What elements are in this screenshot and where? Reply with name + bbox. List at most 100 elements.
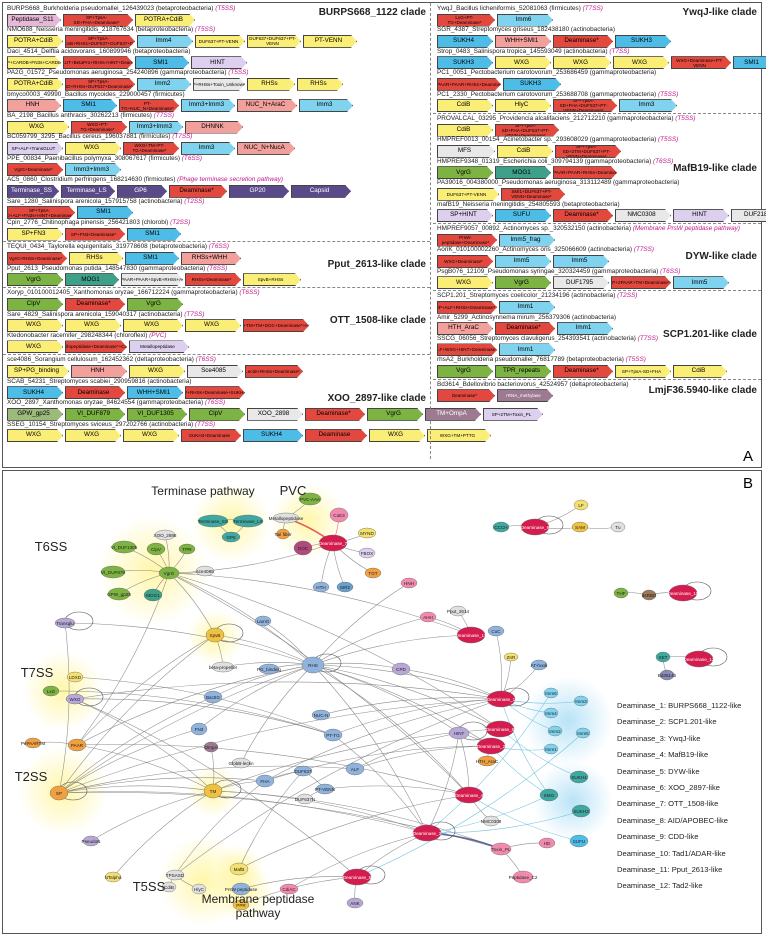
network-node: Imm1 bbox=[543, 743, 559, 755]
node-shape bbox=[456, 626, 486, 644]
network-edge bbox=[168, 542, 334, 574]
network-node: Deaminase_10 bbox=[668, 584, 699, 602]
node-shape bbox=[111, 540, 137, 554]
node-label: THF bbox=[617, 591, 626, 596]
entry-label: Cpin_2776_Chitinophaga pinensis_25642180… bbox=[7, 219, 190, 227]
gene-arrow: WXG bbox=[123, 319, 183, 332]
network-edge bbox=[354, 732, 460, 770]
pathway-label: T6SS bbox=[35, 539, 68, 554]
domain-arrows: POTRA+CdiBSP+TpsA-SD+ALF+SpvB+RHSs+DUF63… bbox=[7, 35, 426, 48]
panel-b-letter: B bbox=[742, 475, 753, 492]
network-node: CPD bbox=[391, 662, 411, 676]
network-graph: Terminase_SS Terminase_LS GP6 PVC-AAA Metall… bbox=[15, 483, 728, 926]
gene-arrow: SMI1 bbox=[127, 228, 181, 241]
entry-label: Xoryp_010100012405_Xanthomonas oryzae_16… bbox=[7, 289, 260, 297]
entry-label: AC5_0860_Clostridium perfringens_1682146… bbox=[7, 176, 283, 184]
secretion-tag: (T7SS) bbox=[170, 133, 193, 141]
node-label: beta-propeller bbox=[209, 665, 238, 670]
secretion-tag: (T7SS) bbox=[151, 112, 174, 119]
node-label: LDXD bbox=[69, 675, 82, 680]
gene-entry: BC059799_3295_Bacillus cereus_196037881 … bbox=[7, 133, 426, 155]
network-node: SET bbox=[655, 651, 671, 663]
network-node: THF bbox=[613, 587, 629, 599]
gene-arrow: SP+FN3+Deaminase* bbox=[65, 228, 125, 241]
gene-arrow: SP+FN3 bbox=[7, 228, 63, 241]
node-label: Deaminase_6 bbox=[486, 727, 515, 732]
node-label: CdiB bbox=[164, 885, 174, 890]
network-node: LF bbox=[573, 499, 589, 511]
entry-label: PPE_00834_Paenibacillus polymyxa_3080676… bbox=[7, 155, 202, 163]
node-label: Terminase_LS bbox=[233, 519, 262, 524]
legend-item: Deaminase_2: SCP1.201-like bbox=[617, 717, 717, 727]
gene-arrow: VgrG bbox=[7, 273, 63, 286]
network-node: Deaminase_5 bbox=[342, 868, 372, 886]
entry-label: BURPS668_Burkholderia pseudomallei_12643… bbox=[7, 5, 235, 13]
gene-entry: TEQUI_0434_Taylorella equigenitalis_3197… bbox=[7, 243, 426, 265]
node-shape bbox=[419, 611, 437, 623]
node-label: FN3 bbox=[195, 727, 204, 732]
network-node: PPR bbox=[232, 899, 250, 911]
gene-entry: PA39016_004380000_Pseudomonas aeruginosa… bbox=[437, 179, 757, 201]
node-label: HlyC bbox=[194, 887, 205, 892]
gene-entry: Cpin_2776_Chitinophaga pinensis_25642180… bbox=[7, 219, 426, 241]
node-shape bbox=[346, 897, 364, 909]
gene-arrow: SUKH4 bbox=[243, 429, 303, 442]
entry-name: AC5_0860_Clostridium perfringens_1682146… bbox=[7, 176, 176, 184]
gene-entry: Ktedonobacter racemifer_298248344 (chlor… bbox=[7, 332, 426, 354]
gene-arrow: SP+TpsA-SD+FHA bbox=[615, 365, 671, 378]
node-label: DOC bbox=[298, 546, 309, 551]
gene-arrow: GP20 bbox=[229, 185, 289, 198]
network-edge bbox=[76, 664, 314, 746]
entry-name: XOO_2897_Xanthomonas oryzae_84624554 (ga… bbox=[7, 399, 204, 407]
gene-arrow: WXG bbox=[65, 429, 121, 442]
domain-arrows: SP+ALF+TransGLUT WXG WXG+TM+PT-TG+Deaminas… bbox=[7, 142, 426, 155]
entry-label: XOO_2897_Xanthomonas oryzae_84624554 (ga… bbox=[7, 399, 225, 407]
node-label: NTalpha bbox=[105, 875, 122, 880]
entry-label: SCAB_54231_Streptomyces scabiei_29095981… bbox=[7, 378, 191, 386]
clade-section: TEQUI_0434_Taylorella equigenitalis_3197… bbox=[3, 243, 430, 286]
node-shape bbox=[298, 492, 322, 506]
network-node: ANK bbox=[346, 897, 364, 909]
node-label: PT-VENN bbox=[315, 787, 335, 792]
network-node: sce4085 bbox=[195, 565, 215, 577]
domain-arrows: SP+FN3 SP+FN3+Deaminase* SMI1 bbox=[7, 228, 426, 241]
clade-separator bbox=[3, 287, 430, 289]
entry-name: rhsA2_Burkholderia pseudomallei_76817789… bbox=[437, 356, 624, 364]
node-label: Imm5 bbox=[577, 731, 589, 736]
gene-entry: Sare_4829_Salinispora arenicola_15904031… bbox=[7, 311, 426, 333]
node-label: MYND bbox=[360, 531, 374, 536]
domain-arrows: WXG+Deaminase* Imm5 Imm5 bbox=[437, 255, 757, 268]
node-label: SP bbox=[56, 791, 62, 796]
gene-arrow: WXG bbox=[7, 319, 63, 332]
network-node: HNH bbox=[400, 577, 418, 589]
gene-arrow: XOO_2898 bbox=[247, 408, 303, 421]
gene-arrow: WXG bbox=[495, 56, 551, 69]
network-edge bbox=[58, 785, 214, 794]
node-shape bbox=[538, 837, 556, 849]
gene-arrow: CdiB bbox=[437, 99, 493, 112]
gene-arrow: SP+TpsA-SD+FHA+DUF637+PT-VENN+Deaminase* bbox=[553, 99, 617, 112]
secretion-tag: (T6SS) bbox=[193, 356, 216, 364]
domain-arrows: SP+PG_binding HNH WXG Sce4085 Lectin+RHSs+De… bbox=[7, 365, 426, 378]
clade-label: Pput_2613-like clade bbox=[327, 258, 426, 270]
gene-arrow: Deaminase* bbox=[553, 35, 613, 48]
gene-arrow: VgrG+RHSs+Deaminase* bbox=[7, 252, 67, 265]
network-node: AHH bbox=[419, 611, 437, 623]
node-shape bbox=[400, 577, 418, 589]
gene-arrow: CdiB bbox=[437, 124, 493, 137]
gene-entry: bmyco0003_49990_Bacillus mycoides_229000… bbox=[7, 91, 426, 113]
pathway-label: pathway bbox=[236, 906, 281, 920]
network-node: Deaminase_2 bbox=[476, 737, 506, 755]
node-shape bbox=[100, 565, 126, 579]
gene-arrow: POTRA+CdiB bbox=[7, 78, 63, 91]
network-node: HlyC bbox=[191, 883, 207, 895]
gene-entry: SCP1.201_Streptomyces coelicolor_2123419… bbox=[437, 292, 757, 314]
gene-entry: SCAB_54231_Streptomyces scabiei_29095981… bbox=[7, 378, 426, 400]
node-shape bbox=[655, 651, 671, 663]
pathway-label: T2SS bbox=[15, 769, 48, 784]
network-edge bbox=[320, 697, 502, 716]
entry-label: sce4086_Sorangium cellulosum_162452362 (… bbox=[7, 356, 216, 364]
clade-label: BURPS668_1122 clade bbox=[318, 7, 426, 18]
network-node: Terminase_LS bbox=[232, 514, 264, 528]
entry-name: BURPS668_Burkholderia pseudomallei_12643… bbox=[7, 5, 214, 12]
